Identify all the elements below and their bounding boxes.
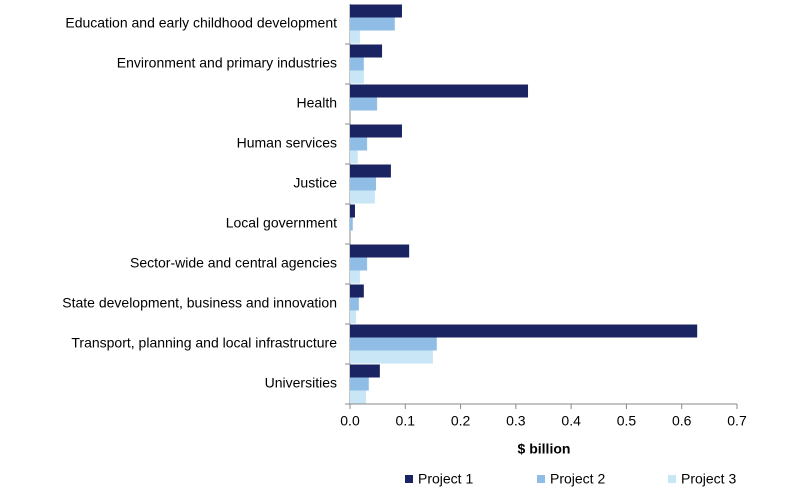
y-tick-label: Justice	[293, 175, 337, 191]
bar	[350, 70, 364, 84]
x-tick-label: 0.5	[617, 413, 637, 429]
legend-swatch	[405, 475, 413, 483]
y-tick-label: Human services	[237, 135, 337, 151]
y-tick-label: Universities	[265, 375, 337, 391]
bar	[350, 124, 402, 138]
x-axis-title: $ billion	[518, 441, 571, 457]
bar	[350, 30, 360, 44]
bar	[350, 270, 360, 284]
x-tick-label: 0.1	[396, 413, 416, 429]
bar	[350, 190, 375, 204]
y-tick-label: Sector-wide and central agencies	[130, 255, 337, 271]
bar	[350, 17, 395, 31]
bar	[350, 217, 353, 231]
bar	[350, 150, 358, 164]
bar	[350, 57, 364, 71]
bar	[350, 257, 368, 271]
bar	[350, 137, 368, 151]
legend-label: Project 3	[681, 471, 736, 487]
bar	[350, 97, 378, 111]
x-tick-label: 0.3	[506, 413, 526, 429]
bar	[350, 324, 698, 338]
y-tick-label: Local government	[226, 215, 337, 231]
bar	[350, 244, 410, 258]
bar	[350, 204, 355, 218]
x-tick-label: 0.7	[727, 413, 747, 429]
legend-swatch	[537, 475, 545, 483]
x-tick-label: 0.0	[340, 413, 360, 429]
bar	[350, 310, 357, 324]
legend-label: Project 2	[550, 471, 605, 487]
x-tick-label: 0.2	[451, 413, 471, 429]
y-tick-label: Environment and primary industries	[117, 55, 337, 71]
bar	[350, 164, 391, 178]
y-tick-label: Transport, planning and local infrastruc…	[71, 335, 337, 351]
y-tick-label: State development, business and innovati…	[62, 295, 337, 311]
bar	[350, 44, 383, 58]
bar	[350, 4, 402, 18]
bar	[350, 284, 364, 298]
y-tick-label: Health	[297, 95, 337, 111]
bar	[350, 350, 433, 364]
bar	[350, 177, 376, 191]
bar	[350, 377, 369, 391]
bar	[350, 364, 380, 378]
x-tick-label: 0.6	[672, 413, 692, 429]
bar	[350, 297, 359, 311]
bar	[350, 337, 437, 351]
bar	[350, 390, 367, 404]
y-tick-label: Education and early childhood developmen…	[65, 15, 337, 31]
bar	[350, 84, 529, 98]
legend-label: Project 1	[418, 471, 473, 487]
x-tick-label: 0.4	[561, 413, 581, 429]
legend-swatch	[668, 475, 676, 483]
